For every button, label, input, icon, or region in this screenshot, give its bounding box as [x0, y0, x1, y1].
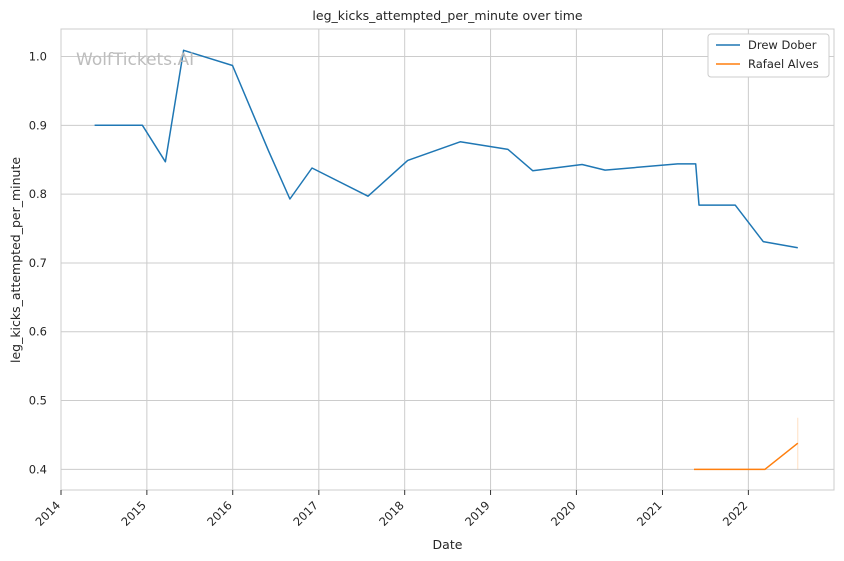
x-tick-label: 2016	[204, 498, 235, 529]
y-tick-label: 0.9	[29, 118, 47, 132]
series-line-rafael-alves	[694, 442, 799, 471]
y-axis-label: leg_kicks_attempted_per_minute	[8, 157, 23, 363]
x-tick-label: 2017	[290, 498, 321, 529]
x-tick-label: 2022	[720, 498, 751, 529]
y-tick-label: 1.0	[29, 50, 47, 64]
y-tick-label: 0.5	[29, 394, 47, 408]
legend-label-rafael-alves: Rafael Alves	[748, 57, 819, 71]
x-tick-label: 2020	[548, 498, 579, 529]
series-layer	[94, 49, 799, 471]
x-axis-ticks: 2014 2015 2016 2017 2018 2019 2020 2021 2022	[33, 490, 751, 529]
series-line-drew-dober	[94, 49, 798, 249]
x-tick-label: 2021	[634, 498, 665, 529]
x-tick-label: 2014	[33, 498, 64, 529]
x-tick-label: 2015	[118, 498, 149, 529]
x-tick-label: 2019	[462, 498, 493, 529]
y-tick-label: 0.4	[29, 462, 47, 476]
x-tick-label: 2018	[376, 498, 407, 529]
y-axis-ticks: 0.4 0.5 0.6 0.7 0.8 0.9 1.0	[29, 50, 47, 477]
plot-frame	[60, 28, 835, 491]
legend: Drew Dober Rafael Alves	[707, 33, 830, 78]
watermark: WolfTickets.AI	[76, 50, 194, 70]
legend-label-drew-dober: Drew Dober	[748, 38, 817, 52]
chart-title: leg_kicks_attempted_per_minute over time	[312, 8, 582, 23]
y-tick-label: 0.6	[29, 325, 47, 339]
plot-area	[61, 29, 834, 490]
y-tick-label: 0.7	[29, 256, 47, 270]
y-tick-label: 0.8	[29, 187, 47, 201]
x-axis-label: Date	[433, 537, 463, 552]
